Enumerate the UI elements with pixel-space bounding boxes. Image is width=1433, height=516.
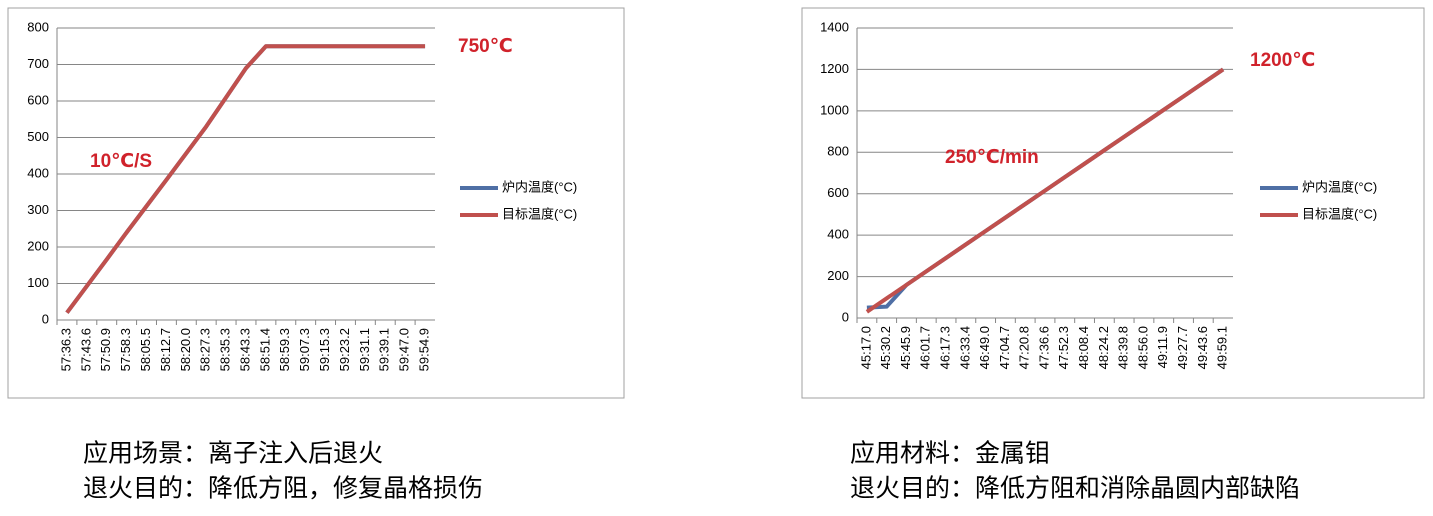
chart-frame (801, 7, 1425, 399)
annotation: 750℃ (458, 36, 513, 57)
y-tick-label: 300 (27, 202, 49, 217)
x-tick-label: 46:17.3 (937, 326, 952, 369)
x-tick-label: 59:54.9 (416, 328, 431, 371)
series-line (865, 67, 1225, 314)
x-tick-label: 58:20.0 (178, 328, 193, 371)
annotation: 10℃/S (90, 151, 152, 172)
x-tick-label: 48:24.2 (1096, 326, 1111, 369)
x-tick-label: 46:33.4 (957, 326, 972, 369)
caption-line: 应用场景：离子注入后退火 (83, 440, 383, 468)
x-tick-label: 48:56.0 (1135, 326, 1150, 369)
annotation: 250℃/min (945, 147, 1039, 168)
x-tick-label: 47:04.7 (997, 326, 1012, 369)
x-tick-label: 58:59.3 (277, 328, 292, 371)
series-line (65, 44, 426, 314)
y-tick-label: 500 (27, 129, 49, 144)
x-tick-label: 58:43.3 (237, 328, 252, 371)
x-tick-label: 57:50.9 (98, 328, 113, 371)
x-tick-label: 48:08.4 (1076, 326, 1091, 369)
x-tick-label: 46:01.7 (918, 326, 933, 369)
x-tick-label: 49:59.1 (1215, 326, 1230, 369)
y-tick-label: 1400 (820, 19, 849, 34)
x-tick-label: 45:17.0 (858, 326, 873, 369)
x-tick-label: 57:58.3 (118, 328, 133, 371)
x-tick-label: 58:27.3 (198, 328, 213, 371)
caption-line: 退火目的：降低方阻和消除晶圆内部缺陷 (850, 475, 1300, 503)
x-tick-label: 59:31.1 (357, 328, 372, 371)
x-tick-label: 59:39.1 (377, 328, 392, 371)
y-tick-label: 400 (827, 227, 849, 242)
y-tick-label: 1200 (820, 61, 849, 76)
y-tick-label: 800 (827, 144, 849, 159)
x-tick-label: 59:23.2 (337, 328, 352, 371)
y-tick-label: 400 (27, 165, 49, 180)
legend-label: 炉内温度(°C) (502, 179, 577, 194)
y-tick-label: 1000 (820, 102, 849, 117)
y-tick-label: 700 (27, 56, 49, 71)
y-tick-label: 0 (842, 309, 849, 324)
legend-label: 目标温度(°C) (1302, 206, 1377, 221)
x-tick-label: 45:30.2 (878, 326, 893, 369)
y-tick-label: 200 (27, 238, 49, 253)
y-tick-label: 200 (827, 268, 849, 283)
x-tick-label: 57:43.6 (78, 328, 93, 371)
x-tick-label: 48:39.8 (1116, 326, 1131, 369)
y-tick-label: 100 (27, 275, 49, 290)
caption-line: 应用材料：金属钼 (850, 440, 1050, 468)
legend-label: 炉内温度(°C) (1302, 179, 1377, 194)
y-tick-label: 600 (27, 92, 49, 107)
x-tick-label: 46:49.0 (977, 326, 992, 369)
y-tick-label: 600 (827, 185, 849, 200)
x-tick-label: 59:07.3 (297, 328, 312, 371)
y-tick-label: 800 (27, 19, 49, 34)
x-tick-label: 58:35.3 (218, 328, 233, 371)
x-tick-label: 57:36.3 (58, 328, 73, 371)
x-tick-label: 59:47.0 (397, 328, 412, 371)
x-tick-label: 49:11.9 (1155, 326, 1170, 368)
x-tick-label: 49:43.6 (1195, 326, 1210, 369)
x-tick-label: 47:36.6 (1036, 326, 1051, 369)
x-tick-label: 59:15.3 (317, 328, 332, 371)
annotation: 1200℃ (1250, 50, 1315, 71)
y-tick-label: 0 (42, 311, 49, 326)
x-tick-label: 49:27.7 (1175, 326, 1190, 369)
x-tick-label: 45:45.9 (898, 326, 913, 369)
chart-frame (7, 7, 625, 399)
legend-label: 目标温度(°C) (502, 206, 577, 221)
x-tick-label: 58:51.4 (257, 328, 272, 371)
x-tick-label: 47:52.3 (1056, 326, 1071, 369)
caption-line: 退火目的：降低方阻，修复晶格损伤 (83, 475, 483, 503)
x-tick-label: 58:05.5 (138, 328, 153, 371)
x-tick-label: 47:20.8 (1017, 326, 1032, 369)
x-tick-label: 58:12.7 (158, 328, 173, 371)
